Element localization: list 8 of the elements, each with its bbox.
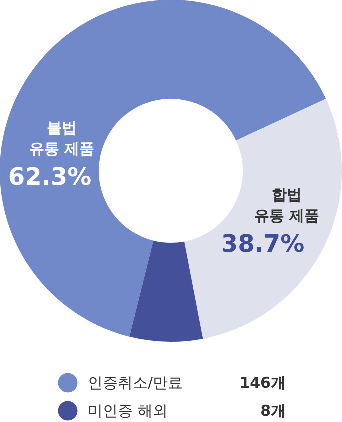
- text: 불법 유통 제품: [29, 119, 95, 158]
- text: 합법 유통 제품: [254, 186, 320, 225]
- text: 8개: [260, 402, 286, 420]
- legend-label: 인증취소/만료: [88, 374, 184, 392]
- text: 146개: [240, 374, 286, 392]
- text: 38.7%: [221, 230, 305, 258]
- text: 62.3%: [8, 163, 92, 191]
- legend-label: 미인증 해외: [88, 402, 168, 420]
